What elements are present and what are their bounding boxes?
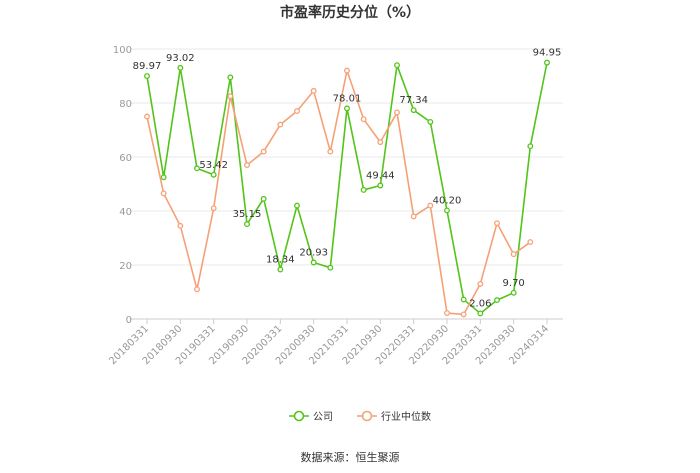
data-point[interactable]	[527, 239, 534, 245]
data-point[interactable]	[177, 222, 184, 229]
data-point[interactable]	[544, 59, 550, 66]
legend-label: 行业中位数	[381, 410, 431, 423]
data-label: 89.97	[133, 61, 162, 72]
data-label: 78.01	[333, 93, 362, 104]
data-point[interactable]	[210, 205, 217, 212]
data-point[interactable]	[310, 259, 317, 266]
data-point[interactable]	[510, 251, 517, 258]
y-tick-label: 20	[119, 261, 132, 272]
data-point[interactable]	[144, 73, 150, 80]
data-point[interactable]	[260, 148, 267, 155]
data-point[interactable]	[344, 105, 350, 112]
data-label: 9.70	[503, 278, 525, 289]
legend-marker	[293, 410, 305, 422]
data-point[interactable]	[327, 264, 334, 271]
data-label: 94.95	[533, 48, 562, 59]
data-point[interactable]	[144, 113, 150, 120]
legend-marker	[361, 410, 373, 422]
data-label: 40.20	[433, 195, 462, 206]
data-point[interactable]	[394, 62, 400, 69]
data-point[interactable]	[160, 174, 167, 181]
data-point[interactable]	[427, 202, 434, 209]
series-line-1	[146, 69, 531, 316]
y-axis: 0 20 40 60 80 100	[113, 45, 132, 326]
legend[interactable]: 公司 行业中位数	[289, 410, 431, 423]
data-point[interactable]	[277, 266, 284, 273]
data-point[interactable]	[194, 165, 200, 172]
data-point[interactable]	[227, 74, 234, 81]
data-point[interactable]	[244, 221, 250, 228]
data-point[interactable]	[527, 143, 534, 150]
data-point[interactable]	[277, 121, 284, 128]
data-label: 49.44	[366, 171, 395, 182]
data-point[interactable]	[410, 213, 417, 220]
data-point[interactable]	[427, 118, 434, 125]
data-point[interactable]	[444, 310, 450, 317]
data-point[interactable]	[510, 289, 517, 296]
data-point[interactable]	[460, 296, 467, 303]
data-point[interactable]	[344, 67, 350, 74]
data-point[interactable]	[477, 280, 484, 287]
data-point[interactable]	[310, 87, 317, 94]
data-point[interactable]	[327, 148, 334, 155]
data-labels: 89.97 93.02 53.42 35.15 18.34 20.93 78.01 49.44…	[133, 48, 562, 310]
data-point[interactable]	[294, 202, 300, 209]
y-tick-label: 60	[119, 153, 132, 164]
data-point[interactable]	[244, 162, 250, 169]
data-point[interactable]	[477, 310, 484, 317]
data-label: 18.34	[266, 254, 295, 265]
data-point[interactable]	[160, 190, 167, 197]
data-label: 2.06	[469, 298, 491, 309]
data-point[interactable]	[377, 139, 384, 146]
y-tick-label: 100	[113, 45, 132, 56]
data-label: 20.93	[299, 247, 328, 258]
data-point[interactable]	[194, 286, 200, 293]
series-group	[144, 59, 550, 318]
chart-title: 市盈率历史分位（%）	[280, 4, 420, 21]
data-point[interactable]	[294, 108, 300, 115]
data-label: 93.02	[166, 53, 195, 64]
legend-label: 公司	[313, 412, 333, 423]
data-point[interactable]	[377, 182, 384, 189]
data-point[interactable]	[494, 297, 500, 304]
data-point[interactable]	[394, 109, 400, 116]
data-point[interactable]	[460, 311, 467, 318]
source-note: 数据来源：恒生聚源	[301, 450, 400, 464]
data-point[interactable]	[360, 186, 367, 193]
data-point[interactable]	[360, 116, 367, 123]
data-point[interactable]	[410, 107, 417, 114]
data-label: 77.34	[399, 95, 428, 106]
data-point[interactable]	[444, 207, 450, 214]
y-tick-label: 80	[119, 99, 132, 110]
data-point[interactable]	[227, 93, 234, 100]
data-point[interactable]	[177, 64, 184, 71]
legend-item-1[interactable]: 行业中位数	[357, 410, 431, 423]
x-axis: 2018033120180930201903312019093020200331…	[107, 319, 551, 367]
data-point[interactable]	[260, 195, 267, 202]
data-point[interactable]	[494, 220, 500, 227]
y-tick-label: 40	[119, 207, 132, 218]
data-label: 53.42	[199, 160, 228, 171]
data-label: 35.15	[233, 209, 262, 220]
y-tick-label: 0	[126, 315, 132, 326]
data-point[interactable]	[210, 171, 217, 178]
legend-item-0[interactable]: 公司	[289, 410, 333, 424]
